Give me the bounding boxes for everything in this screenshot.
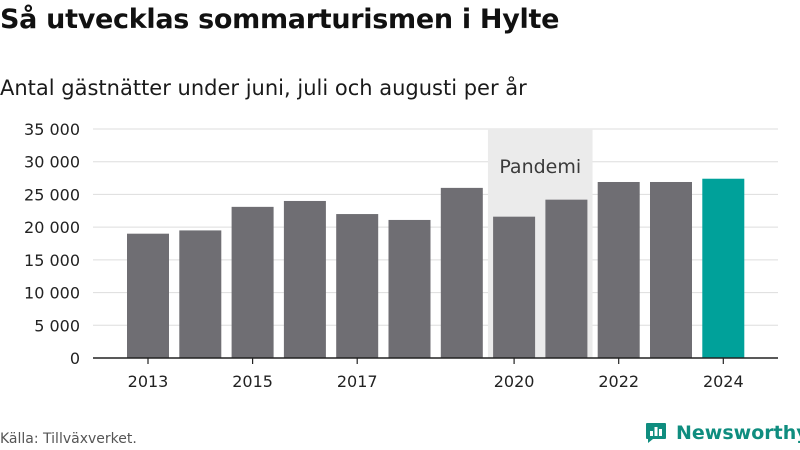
y-tick-label: 15 000 (24, 251, 80, 270)
x-tick-label: 2024 (703, 372, 744, 391)
bar-2017 (336, 214, 379, 358)
y-tick-label: 35 000 (24, 120, 80, 139)
pandemic-label: Pandemi (499, 156, 581, 178)
y-tick-label: 5 000 (34, 316, 80, 335)
x-tick-label: 2017 (337, 372, 378, 391)
bar-2024 (702, 178, 745, 358)
bar-2020 (493, 216, 536, 358)
bar-2021 (545, 199, 588, 358)
bar-2014 (179, 230, 222, 358)
bar-2018 (388, 219, 431, 358)
y-tick-label: 25 000 (24, 185, 80, 204)
brand-name: Newsworthy (676, 422, 800, 444)
x-tick-label: 2020 (494, 372, 535, 391)
x-tick-label: 2015 (232, 372, 273, 391)
newsworthy-logo-icon (646, 423, 666, 443)
y-tick-label: 30 000 (24, 153, 80, 172)
chart-title: Så utvecklas sommarturismen i Hylte (0, 4, 560, 35)
bar-2019 (440, 187, 483, 358)
y-tick-label: 10 000 (24, 284, 80, 303)
source-note: Källa: Tillväxverket. (0, 431, 137, 447)
bar-2022 (597, 181, 640, 358)
chart-subtitle: Antal gästnätter under juni, juli och au… (0, 76, 527, 100)
bar-2016 (283, 200, 326, 358)
bar-chart: Pandemi 0 5 000 10 000 15 000 20 000 25 000 30 … (24, 120, 778, 391)
y-tick-label: 0 (70, 349, 80, 368)
bar-2013 (127, 233, 169, 358)
bar-2015 (231, 206, 274, 358)
bar-2023 (650, 181, 692, 358)
brand-logo: Newsworthy (644, 419, 800, 447)
y-tick-label: 20 000 (24, 218, 80, 237)
x-tick-label: 2013 (128, 372, 169, 391)
x-tick-label: 2022 (598, 372, 639, 391)
